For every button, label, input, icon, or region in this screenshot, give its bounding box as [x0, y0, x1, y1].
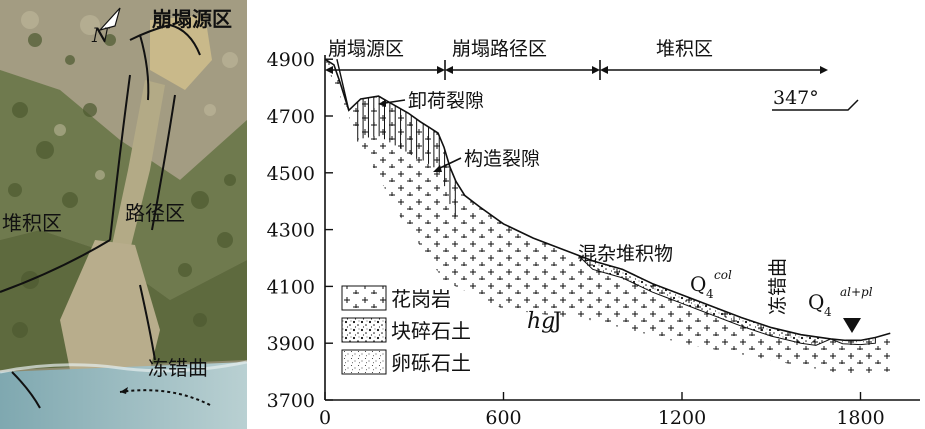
orientation-label: 347°: [773, 87, 819, 109]
hgj-label: hg J: [527, 309, 562, 334]
river-flow-arrowhead: [120, 387, 128, 394]
legend-swatch-granite: [341, 285, 387, 311]
north-label: N: [91, 23, 111, 47]
path-boundary-right: [151, 94, 176, 231]
water-level-icon: [843, 318, 861, 333]
q4-col-sup: col: [714, 268, 732, 282]
legend: 花岗岩 块碎石土 卵砾石土: [341, 285, 471, 375]
surface-profile-line: [324, 58, 891, 342]
legend-label-block-soil: 块碎石土: [391, 319, 471, 343]
deposit-boundary-left: [0, 239, 111, 293]
zone-label-source: 崩塌源区: [328, 38, 404, 60]
annotation-mixed-deposit: 混杂堆积物: [578, 243, 673, 265]
q4-al-label: Q 4 al+pl: [808, 285, 873, 319]
annotation-river-vertical: 冻错曲: [767, 258, 789, 315]
legend-label-granite: 花岗岩: [391, 287, 451, 311]
zone-label-path: 崩塌路径区: [452, 38, 547, 60]
legend-label-gravel-soil: 卵砾石土: [391, 351, 471, 375]
y-tick-label: 4500: [267, 163, 315, 185]
x-tick-label: 0: [319, 407, 331, 429]
source-boundary-line: [129, 23, 201, 101]
y-tick-label: 4900: [267, 49, 315, 71]
orientation-indicator: 347°: [772, 87, 859, 111]
annotations: 卸荷裂隙 构造裂隙 混杂堆积物 冻错曲 Q 4 col Q 4 al+pl hg: [378, 90, 873, 334]
photo-label-path: 路径区: [125, 201, 185, 225]
photo-label-deposit: 堆积区: [2, 211, 62, 235]
q4-col-label: Q 4 col: [690, 268, 732, 301]
y-tick-label: 4100: [267, 276, 315, 298]
y-tick-label: 4300: [267, 220, 315, 242]
profile-geology: [324, 58, 891, 375]
x-tick-label: 1200: [658, 407, 706, 429]
x-tick-label: 1800: [836, 407, 884, 429]
q4-col-main: Q: [690, 272, 706, 296]
hgj-normal: J: [551, 309, 562, 334]
zone-header: 崩塌源区 崩塌路径区 堆积区: [325, 38, 828, 80]
river-flow-arrow-line: [119, 389, 211, 406]
deposit-boundary-right: [139, 284, 156, 361]
annotation-unloading-cracks: 卸荷裂隙: [408, 90, 484, 112]
y-tick-label: 3900: [267, 333, 315, 355]
profile-plot: 0 600 1200 1800 3700 3900 4100 4300 4500 4700 4900…: [267, 38, 920, 429]
annotation-tectonic-cracks: 构造裂隙: [464, 148, 540, 170]
zone-label-deposit: 堆积区: [656, 38, 713, 60]
north-arrow-icon: [98, 7, 121, 32]
path-boundary-left: [109, 74, 131, 241]
legend-swatch-gravel-soil: [341, 349, 387, 375]
photo-label-river: 冻错曲: [148, 356, 208, 380]
photo-label-source: 崩塌源区: [152, 7, 232, 31]
q4-al-main: Q: [808, 290, 824, 314]
hgj-italic: hg: [527, 309, 555, 334]
profile-axes: 0 600 1200 1800 3700 3900 4100 4300 4500 4700 4900: [267, 49, 920, 429]
x-tick-label: 600: [485, 407, 521, 429]
q4-al-sup: al+pl: [840, 285, 873, 299]
scarp-line: [336, 59, 350, 111]
y-tick-label: 3700: [267, 390, 315, 412]
granite-body: [325, 59, 891, 375]
legend-swatch-block-soil: [341, 317, 387, 343]
q4-col-sub: 4: [706, 287, 714, 301]
q4-al-sub: 4: [824, 305, 832, 319]
y-tick-label: 4700: [267, 106, 315, 128]
aerial-photo: N 崩塌源区 路径区 堆积区 冻错曲: [0, 0, 247, 429]
